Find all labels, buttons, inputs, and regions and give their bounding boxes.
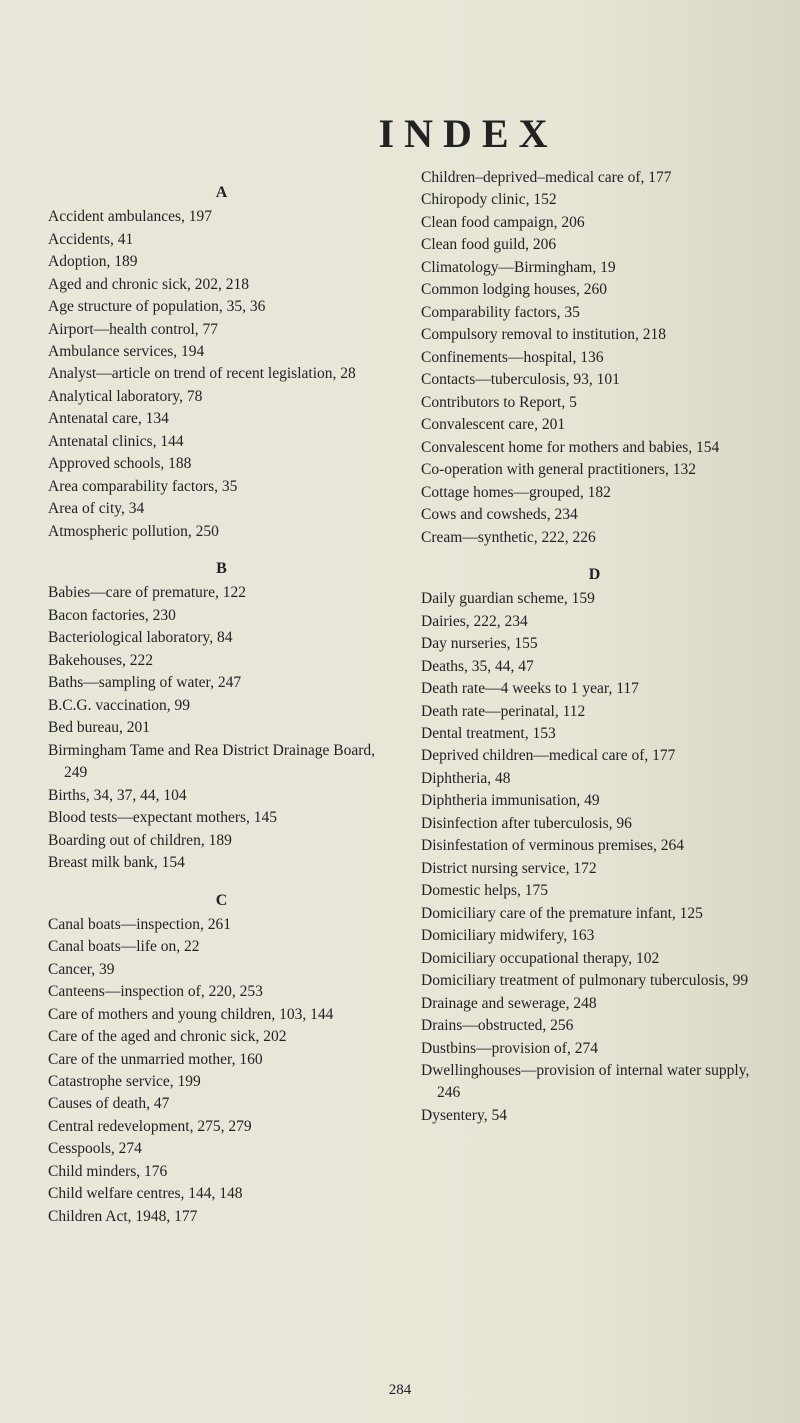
- index-entry: Area comparability factors, 35: [48, 476, 395, 498]
- index-entry: Antenatal care, 134: [48, 408, 395, 430]
- index-entry: Co-operation with general practitioners,…: [421, 459, 768, 481]
- index-entry: Boarding out of children, 189: [48, 830, 395, 852]
- index-entry: Dairies, 222, 234: [421, 611, 768, 633]
- page-number: 284: [0, 1382, 800, 1399]
- index-entry: Approved schools, 188: [48, 453, 395, 475]
- index-entry: Domiciliary treatment of pulmonary tuber…: [421, 970, 768, 992]
- index-entry: Chiropody clinic, 152: [421, 189, 768, 211]
- index-entry: Domestic helps, 175: [421, 880, 768, 902]
- index-entry: Blood tests—expectant mothers, 145: [48, 807, 395, 829]
- index-entry: Birmingham Tame and Rea District Drainag…: [48, 740, 395, 785]
- section-heading: A: [48, 181, 395, 204]
- index-entry: Baths—sampling of water, 247: [48, 672, 395, 694]
- index-entry: Dustbins—provision of, 274: [421, 1038, 768, 1060]
- index-entry: Disinfection after tuberculosis, 96: [421, 813, 768, 835]
- index-entry: Diphtheria, 48: [421, 768, 768, 790]
- index-entry: Canal boats—inspection, 261: [48, 914, 395, 936]
- right-column: Children–deprived–medical care of, 177Ch…: [421, 167, 768, 1228]
- index-entry: B.C.G. vaccination, 99: [48, 695, 395, 717]
- index-entry: Common lodging houses, 260: [421, 279, 768, 301]
- index-entry: Ambulance services, 194: [48, 341, 395, 363]
- index-entry: District nursing service, 172: [421, 858, 768, 880]
- index-entry: Area of city, 34: [48, 498, 395, 520]
- index-title: INDEX: [168, 110, 768, 157]
- index-entry: Care of the aged and chronic sick, 202: [48, 1026, 395, 1048]
- index-entry: Climatology—Birmingham, 19: [421, 257, 768, 279]
- index-entry: Comparability factors, 35: [421, 302, 768, 324]
- index-entry: Clean food guild, 206: [421, 234, 768, 256]
- index-entry: Convalescent home for mothers and babies…: [421, 437, 768, 459]
- index-entry: Death rate—4 weeks to 1 year, 117: [421, 678, 768, 700]
- index-entry: Accident ambulances, 197: [48, 206, 395, 228]
- index-entry: Contacts—tuberculosis, 93, 101: [421, 369, 768, 391]
- index-entry: Bakehouses, 222: [48, 650, 395, 672]
- index-entry: Airport—health control, 77: [48, 319, 395, 341]
- index-entry: Bacon factories, 230: [48, 605, 395, 627]
- index-entry: Children–deprived–medical care of, 177: [421, 167, 768, 189]
- index-entry: Central redevelopment, 275, 279: [48, 1116, 395, 1138]
- index-entry: Analytical laboratory, 78: [48, 386, 395, 408]
- columns-container: AAccident ambulances, 197Accidents, 41Ad…: [48, 167, 768, 1228]
- index-entry: Children Act, 1948, 177: [48, 1206, 395, 1228]
- index-entry: Child welfare centres, 144, 148: [48, 1183, 395, 1205]
- index-entry: Accidents, 41: [48, 229, 395, 251]
- index-entry: Cesspools, 274: [48, 1138, 395, 1160]
- index-entry: Atmospheric pollution, 250: [48, 521, 395, 543]
- section-heading: B: [48, 557, 395, 580]
- index-entry: Canteens—inspection of, 220, 253: [48, 981, 395, 1003]
- index-entry: Catastrophe service, 199: [48, 1071, 395, 1093]
- index-entry: Dwellinghouses—provision of internal wat…: [421, 1060, 768, 1105]
- page: INDEX AAccident ambulances, 197Accidents…: [0, 0, 800, 1423]
- index-entry: Domiciliary midwifery, 163: [421, 925, 768, 947]
- index-entry: Dysentery, 54: [421, 1105, 768, 1127]
- index-entry: Breast milk bank, 154: [48, 852, 395, 874]
- index-entry: Bacteriological laboratory, 84: [48, 627, 395, 649]
- index-entry: Age structure of population, 35, 36: [48, 296, 395, 318]
- index-entry: Contributors to Report, 5: [421, 392, 768, 414]
- section-heading: C: [48, 889, 395, 912]
- index-entry: Drains—obstructed, 256: [421, 1015, 768, 1037]
- index-entry: Diphtheria immunisation, 49: [421, 790, 768, 812]
- left-column: AAccident ambulances, 197Accidents, 41Ad…: [48, 167, 395, 1228]
- index-entry: Babies—care of premature, 122: [48, 582, 395, 604]
- index-entry: Births, 34, 37, 44, 104: [48, 785, 395, 807]
- index-entry: Deaths, 35, 44, 47: [421, 656, 768, 678]
- index-entry: Domiciliary occupational therapy, 102: [421, 948, 768, 970]
- index-entry: Domiciliary care of the premature infant…: [421, 903, 768, 925]
- index-entry: Compulsory removal to institution, 218: [421, 324, 768, 346]
- index-entry: Disinfestation of verminous premises, 26…: [421, 835, 768, 857]
- index-entry: Cream—synthetic, 222, 226: [421, 527, 768, 549]
- index-entry: Canal boats—life on, 22: [48, 936, 395, 958]
- index-entry: Confinements—hospital, 136: [421, 347, 768, 369]
- index-entry: Clean food campaign, 206: [421, 212, 768, 234]
- section-heading: D: [421, 563, 768, 586]
- index-entry: Day nurseries, 155: [421, 633, 768, 655]
- index-entry: Cows and cowsheds, 234: [421, 504, 768, 526]
- index-entry: Deprived children—medical care of, 177: [421, 745, 768, 767]
- index-entry: Care of mothers and young children, 103,…: [48, 1004, 395, 1026]
- index-entry: Bed bureau, 201: [48, 717, 395, 739]
- index-entry: Aged and chronic sick, 202, 218: [48, 274, 395, 296]
- index-entry: Child minders, 176: [48, 1161, 395, 1183]
- index-entry: Analyst—article on trend of recent legis…: [48, 363, 395, 385]
- index-entry: Death rate—perinatal, 112: [421, 701, 768, 723]
- index-entry: Dental treatment, 153: [421, 723, 768, 745]
- index-entry: Daily guardian scheme, 159: [421, 588, 768, 610]
- index-entry: Cottage homes—grouped, 182: [421, 482, 768, 504]
- index-entry: Care of the unmarried mother, 160: [48, 1049, 395, 1071]
- index-entry: Antenatal clinics, 144: [48, 431, 395, 453]
- index-entry: Causes of death, 47: [48, 1093, 395, 1115]
- index-entry: Cancer, 39: [48, 959, 395, 981]
- index-entry: Adoption, 189: [48, 251, 395, 273]
- index-entry: Drainage and sewerage, 248: [421, 993, 768, 1015]
- index-entry: Convalescent care, 201: [421, 414, 768, 436]
